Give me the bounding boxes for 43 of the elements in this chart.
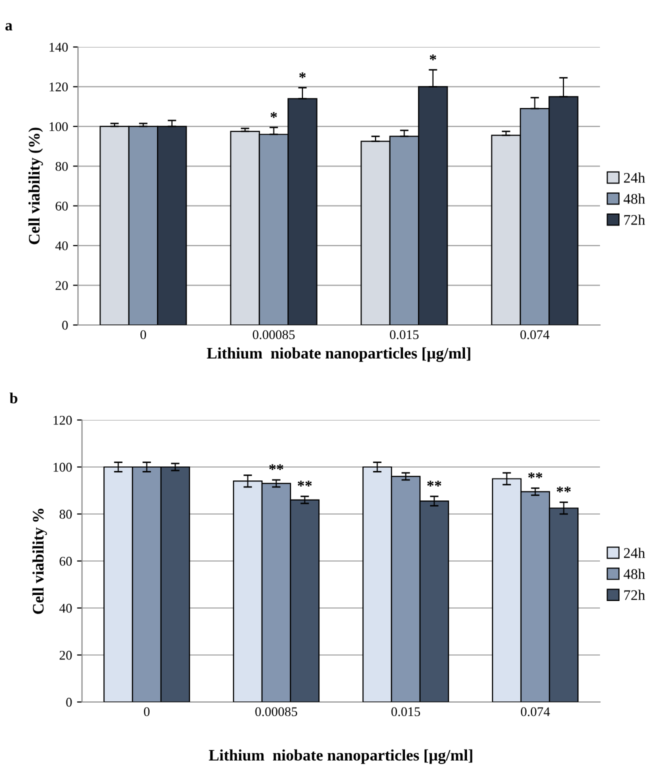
y-tick-label: 20 [56,281,68,290]
x-tick-label: 0 [140,330,146,340]
x-tick-label: 0 [144,707,150,716]
y-tick-label: 100 [54,462,72,472]
y-tick-label: 20 [60,650,72,660]
y-axis-title: Cell viability (%) [28,128,43,244]
x-tick-label: 0.00085 [255,707,298,716]
y-tick-label: 120 [50,82,68,92]
y-tick-label: 100 [50,122,68,132]
y-tick-label: 60 [60,556,72,566]
data-label: * [430,54,436,60]
x-tick-label: 0.00085 [252,330,295,340]
legend-label: 48h [624,568,646,580]
legend-label: 24h [624,172,646,183]
y-tick-label: 0 [62,320,68,330]
chart-title: a [5,23,12,30]
y-tick-label: 60 [56,202,68,211]
legend-label: 72h [624,214,646,225]
x-tick-label: 0.074 [520,330,550,340]
y-tick-label: 140 [50,42,68,52]
y-axis-title: Cell viability % [32,508,47,614]
x-tick-label: 0.015 [391,707,420,716]
y-tick-label: 40 [55,241,68,250]
data-label: ** [269,464,284,470]
y-tick-label: 40 [59,604,72,613]
y-tick-label: 0 [66,698,72,707]
legend-label: 48h [624,194,646,204]
data-label: ** [528,472,542,478]
data-label: ** [298,480,312,486]
y-tick-label: 80 [56,162,68,171]
legend-label: 24h [624,548,646,558]
data-label: * [270,112,277,118]
x-axis-title: Lithium niobate nanoparticles [µg/ml] [208,749,472,764]
data-label: * [299,72,306,78]
x-axis-title: Lithium niobate nanoparticles [µg/ml] [206,347,470,362]
data-label: ** [427,480,442,486]
y-tick-label: 120 [54,416,72,425]
x-tick-label: 0.074 [520,707,550,716]
legend-label: 72h [624,590,646,600]
chart-title: b [10,392,18,404]
x-tick-label: 0.015 [390,330,419,340]
y-tick-label: 80 [60,510,72,519]
data-label: ** [556,486,571,492]
